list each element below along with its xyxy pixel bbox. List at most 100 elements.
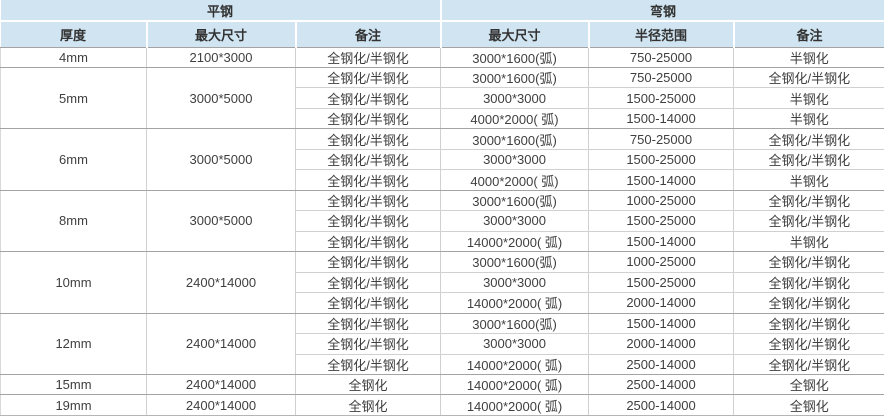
bend-note-cell: 全钢化/半钢化 [733,148,884,171]
bend-max-size-cell: 3000*3000 [440,333,590,355]
bend-note-cell: 全钢化/半钢化 [733,312,884,335]
bend-max-size-cell: 14000*2000( 弧) [440,373,590,396]
table-row: 全钢化/半钢化 4000*2000( 弧) 1500-14000 半钢化 [1,169,884,191]
radius-range-cell: 750-25000 [588,66,735,89]
section-header-flat-steel: 平钢 [0,0,442,22]
column-header-row: 厚度 最大尺寸 备注 最大尺寸 半径范围 备注 [0,20,884,48]
bend-max-size-cell: 3000*1600(弧) [440,189,590,212]
flat-note-cell: 全钢化/半钢化 [294,169,442,191]
section-header-bent-steel: 弯钢 [439,0,884,22]
bend-note-cell: 全钢化 [733,394,884,416]
table-row: 4mm 2100*3000 全钢化/半钢化 3000*1600(弧) 750-25000… [0,46,884,68]
thickness-cell: 15mm [0,373,147,396]
bend-max-size-cell: 3000*3000 [440,210,590,232]
bend-max-size-cell: 3000*3000 [440,148,590,171]
flat-note-cell: 全钢化/半钢化 [294,66,442,89]
table-row: 全钢化/半钢化 4000*2000( 弧) 1500-14000 半钢化 [1,107,884,130]
table-row: 6mm 3000*5000 全钢化/半钢化 3000*1600(弧) 750-25000… [0,128,884,191]
bend-note-cell: 全钢化/半钢化 [733,189,884,212]
flat-note-cell: 全钢化 [294,394,442,416]
bend-max-size-cell: 4000*2000( 弧) [440,107,590,130]
flat-note-cell: 全钢化/半钢化 [294,107,442,130]
bend-note-cell: 全钢化/半钢化 [733,210,884,232]
radius-range-cell: 1500-25000 [588,210,735,232]
table-body: 4mm 2100*3000 全钢化/半钢化 3000*1600(弧) 750-25000… [0,46,884,416]
col-header-flat-note: 备注 [294,20,442,48]
bend-note-cell: 半钢化 [733,107,884,130]
table-header: 平钢 弯钢 厚度 最大尺寸 备注 最大尺寸 半径范围 备注 [0,0,884,48]
col-header-radius-range: 半径范围 [587,20,735,48]
radius-range-cell: 1500-14000 [588,169,735,191]
col-header-flat-max-size: 最大尺寸 [145,20,297,48]
radius-range-cell: 1500-25000 [588,87,735,109]
table-row: 8mm 3000*5000 全钢化/半钢化 3000*1600(弧) 1000-2500… [0,189,884,253]
table-row: 全钢化/半钢化 14000*2000( 弧) 2500-14000 全钢化/半钢化 [1,353,884,376]
thickness-cell: 4mm [0,46,147,68]
thickness-cell: 10mm [0,251,147,314]
bend-max-size-cell: 3000*1600(弧) [440,312,590,335]
radius-range-cell: 1000-25000 [588,189,735,212]
bend-max-size-cell: 3000*1600(弧) [440,66,590,89]
flat-note-cell: 全钢化/半钢化 [294,230,442,253]
bend-note-cell: 全钢化/半钢化 [733,251,884,273]
bend-note-cell: 全钢化/半钢化 [733,292,884,314]
bend-max-size-cell: 3000*1600(弧) [440,46,590,68]
flat-note-cell: 全钢化 [294,373,442,396]
flat-max-size-cell: 3000*5000 [146,189,296,253]
flat-note-cell: 全钢化/半钢化 [294,128,442,150]
thickness-cell: 5mm [0,66,147,130]
bend-max-size-cell: 3000*3000 [440,271,590,294]
table-row: 19mm 2400*14000 全钢化 14000*2000( 弧) 2500-1400… [0,394,884,416]
flat-note-cell: 全钢化/半钢化 [294,292,442,314]
thickness-cell: 19mm [0,394,147,416]
table-row: 10mm 2400*14000 全钢化/半钢化 3000*1600(弧) 1000-25… [0,251,884,314]
radius-range-cell: 2500-14000 [588,394,735,416]
radius-range-cell: 750-25000 [588,128,735,150]
thickness-cell: 12mm [0,312,147,376]
thickness-cell: 8mm [0,189,147,253]
bend-max-size-cell: 14000*2000( 弧) [440,292,590,314]
bend-max-size-cell: 3000*1600(弧) [440,128,590,150]
table-row: 全钢化/半钢化 14000*2000( 弧) 1500-14000 半钢化 [1,230,884,253]
table-row: 15mm 2400*14000 全钢化 14000*2000( 弧) 2500-1400… [0,373,884,396]
radius-range-cell: 2500-14000 [588,373,735,396]
table-row: 全钢化/半钢化 3000*3000 2000-14000 全钢化/半钢化 [1,333,884,355]
flat-note-cell: 全钢化/半钢化 [294,189,442,212]
flat-note-cell: 全钢化/半钢化 [294,46,442,68]
radius-range-cell: 1500-25000 [588,271,735,294]
bend-note-cell: 半钢化 [733,46,884,68]
bend-max-size-cell: 14000*2000( 弧) [440,394,590,416]
flat-note-cell: 全钢化/半钢化 [294,87,442,109]
flat-note-cell: 全钢化/半钢化 [294,210,442,232]
bend-max-size-cell: 3000*3000 [440,87,590,109]
flat-max-size-cell: 3000*5000 [146,66,296,130]
bend-note-cell: 全钢化 [733,373,884,396]
radius-range-cell: 1500-14000 [588,312,735,335]
table-row: 全钢化/半钢化 3000*3000 1500-25000 全钢化/半钢化 [1,148,884,171]
col-header-bend-max-size: 最大尺寸 [439,20,590,48]
table-row: 全钢化/半钢化 3000*3000 1500-25000 全钢化/半钢化 [1,210,884,232]
table-row: 12mm 2400*14000 全钢化/半钢化 3000*1600(弧) 1500-14… [0,312,884,376]
radius-range-cell: 2000-14000 [588,292,735,314]
table-row: 5mm 3000*5000 全钢化/半钢化 3000*1600(弧) 750-25000… [0,66,884,130]
radius-range-cell: 750-25000 [588,46,735,68]
table-row: 全钢化/半钢化 3000*3000 1500-25000 半钢化 [1,87,884,109]
bend-note-cell: 半钢化 [733,169,884,191]
flat-max-size-cell: 2400*14000 [146,251,296,314]
radius-range-cell: 1000-25000 [588,251,735,273]
flat-note-cell: 全钢化/半钢化 [294,148,442,171]
flat-max-size-cell: 2100*3000 [146,46,296,68]
flat-max-size-cell: 2400*14000 [146,394,296,416]
table-row: 全钢化/半钢化 3000*3000 1500-25000 全钢化/半钢化 [1,271,884,294]
flat-note-cell: 全钢化/半钢化 [294,271,442,294]
bend-note-cell: 全钢化/半钢化 [733,271,884,294]
flat-note-cell: 全钢化/半钢化 [294,251,442,273]
bend-note-cell: 全钢化/半钢化 [733,128,884,150]
bend-note-cell: 全钢化/半钢化 [733,353,884,376]
flat-max-size-cell: 2400*14000 [146,373,296,396]
flat-max-size-cell: 2400*14000 [146,312,296,376]
flat-note-cell: 全钢化/半钢化 [294,353,442,376]
col-header-thickness: 厚度 [0,20,148,48]
section-header-row: 平钢 弯钢 [0,0,884,22]
